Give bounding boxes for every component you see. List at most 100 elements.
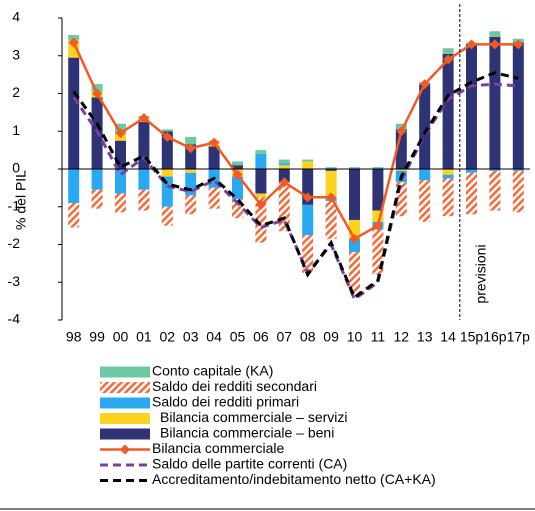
bar-segment <box>138 121 150 169</box>
line-marker <box>138 113 149 124</box>
line-marker <box>115 128 126 139</box>
line-marker <box>419 79 430 90</box>
x-tick-label: 10 <box>347 329 363 345</box>
bar-segment <box>395 169 407 171</box>
x-tick-label: 13 <box>417 329 433 345</box>
bar-segment <box>255 153 267 169</box>
x-tick-label: 04 <box>206 329 222 345</box>
x-tick-label: 08 <box>300 329 316 345</box>
bar-segment <box>232 199 243 219</box>
bar-segment <box>442 178 454 217</box>
bar-segment <box>185 195 197 215</box>
bar-segment <box>442 174 454 179</box>
bar-segment <box>278 182 290 232</box>
bar-segment <box>91 84 103 92</box>
bar-segment <box>442 169 454 175</box>
bar-segment <box>68 57 80 170</box>
bar-segment <box>442 53 454 169</box>
bar-segment <box>395 182 407 217</box>
bar-segment <box>115 140 126 169</box>
bar-segment <box>349 252 360 294</box>
bar-segment <box>349 167 360 169</box>
bar-segment <box>349 238 360 253</box>
line-marker <box>466 39 477 50</box>
bar-segment <box>278 169 290 183</box>
y-tick-label: 1 <box>12 122 20 138</box>
bar-segment <box>466 172 477 215</box>
bar-segment <box>489 31 501 37</box>
legend-label: Bilancia commerciale – beni <box>160 425 334 441</box>
x-tick-label: 09 <box>323 329 339 345</box>
legend-label: Accreditamento/indebitamento netto (CA+K… <box>152 471 436 487</box>
bar-segment <box>512 170 524 213</box>
line-marker <box>162 131 173 142</box>
bar-segment <box>278 159 290 164</box>
line <box>72 82 519 302</box>
line-marker <box>68 37 79 48</box>
bar-segment <box>232 161 243 166</box>
bar-segment <box>161 206 173 226</box>
bar-segment <box>302 204 314 236</box>
y-axis-title: % del PIL <box>13 170 29 230</box>
line-marker <box>255 199 266 210</box>
legend-label: Saldo dei redditi primari <box>152 394 299 410</box>
bar-segment <box>466 169 477 173</box>
y-tick-label: -3 <box>8 273 21 289</box>
line <box>72 71 519 300</box>
x-tick-label: 03 <box>183 329 199 345</box>
line-marker <box>489 39 500 50</box>
legend-swatch <box>100 382 150 393</box>
bar-segment <box>232 165 243 169</box>
line-marker <box>209 137 220 148</box>
legend-label: Saldo delle partite correnti (CA) <box>152 456 347 472</box>
bar-segment <box>91 189 103 209</box>
bar-segment <box>372 167 384 169</box>
bar-segment <box>68 202 80 228</box>
bar-segment <box>489 169 501 171</box>
x-tick-label: 15p <box>460 329 484 345</box>
bar-segment <box>325 170 337 198</box>
bar-segment <box>185 169 197 173</box>
line-marker <box>349 233 360 244</box>
bar-segment <box>349 219 360 239</box>
bar-segment <box>185 136 197 145</box>
y-tick-label: 0 <box>12 160 20 176</box>
bar-segment <box>302 169 314 205</box>
bar-segment <box>325 169 337 171</box>
bar-segment <box>372 169 384 211</box>
line-marker <box>443 54 454 65</box>
legend-label: Saldo dei redditi secondari <box>152 378 317 394</box>
line-marker <box>92 88 103 99</box>
bar-segment <box>138 169 150 190</box>
y-tick-label: 2 <box>12 84 20 100</box>
line <box>72 41 519 241</box>
bar-segment <box>138 189 150 211</box>
bar-segment <box>325 201 337 239</box>
bar-segment <box>466 44 477 169</box>
bar-segment <box>255 169 267 194</box>
bar-segment <box>208 187 220 209</box>
bar-segment <box>161 176 173 207</box>
bar-segment <box>91 169 103 190</box>
y-tick-label: 3 <box>12 46 20 62</box>
bar-segment <box>278 163 290 166</box>
legend-marker <box>120 444 130 455</box>
bar-segment <box>442 48 454 54</box>
bar-segment <box>115 193 126 213</box>
y-tick-label: -2 <box>8 235 21 251</box>
bar-segment <box>255 150 267 154</box>
legend-label: Conto capitale (KA) <box>152 363 273 379</box>
legend-label: Bilancia commerciale <box>152 440 284 456</box>
bar-segment <box>489 170 501 211</box>
bar-segment <box>512 42 524 169</box>
bar-segment <box>419 84 431 169</box>
bar-segment <box>161 131 173 169</box>
legend-label: Bilancia commerciale – servizi <box>160 409 348 425</box>
x-tick-label: 98 <box>66 329 82 345</box>
y-tick-label: 4 <box>12 9 20 25</box>
bar-segment <box>302 161 314 169</box>
bar-segment <box>68 169 80 203</box>
legend-swatch <box>100 366 150 378</box>
legend-swatch <box>100 428 150 440</box>
